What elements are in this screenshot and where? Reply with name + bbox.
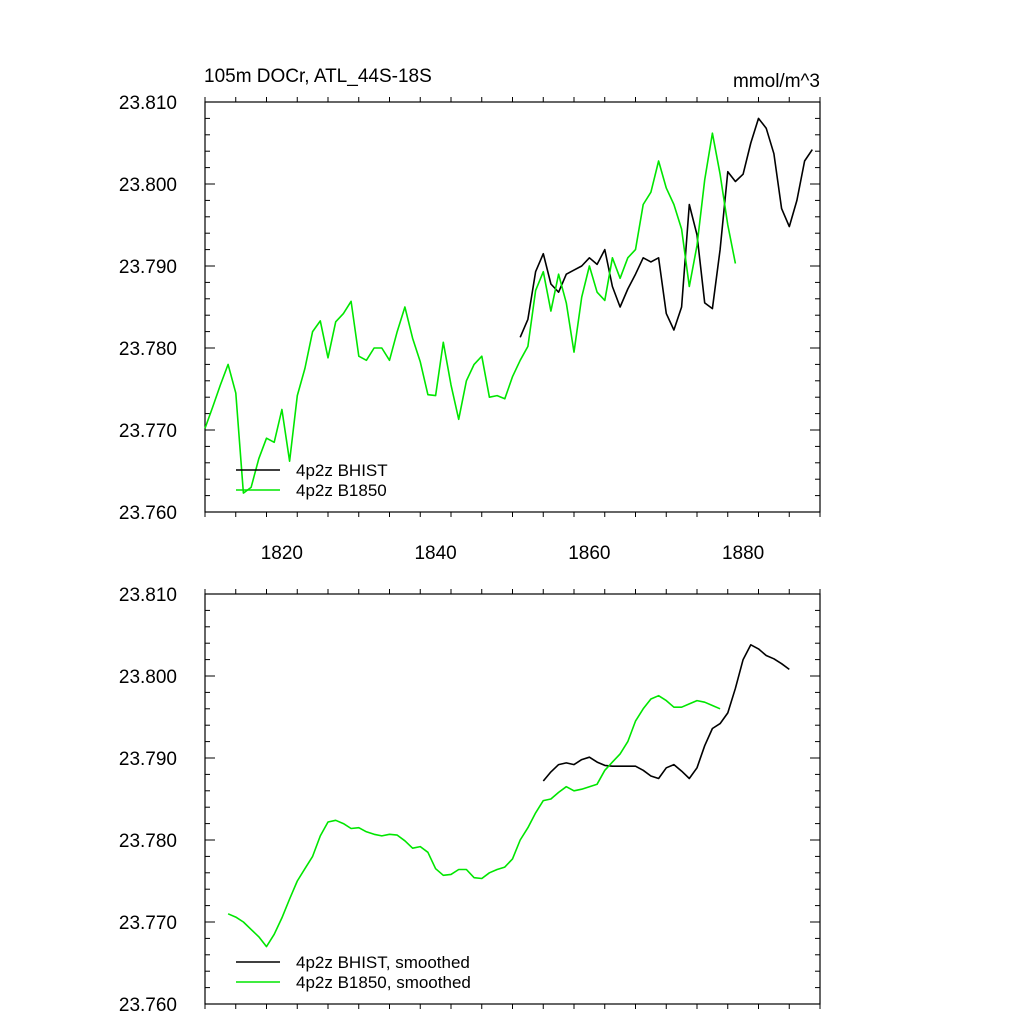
x-tick-label: 1860 [568, 543, 610, 564]
axis-ticks [204, 589, 821, 1009]
y-tick-label: 23.790 [119, 749, 177, 770]
legend-label: 4p2z B1850, smoothed [296, 973, 471, 992]
y-tick-label: 23.800 [119, 667, 177, 688]
legend-label: 4p2z BHIST [296, 461, 388, 480]
axis-ticks [204, 97, 821, 517]
legend-label: 4p2z BHIST, smoothed [296, 953, 470, 972]
top-plot: 23.760 23.770 23.780 23.790 23.800 23.810 1820… [119, 93, 821, 564]
bottom-plot: 23.760 23.770 23.780 23.790 23.800 23.810 4p2z… [119, 585, 821, 1016]
units-label: mmol/m^3 [733, 71, 820, 92]
y-tick-label: 23.760 [119, 995, 177, 1016]
y-tick-label: 23.800 [119, 175, 177, 196]
y-tick-label: 23.780 [119, 831, 177, 852]
y-tick-label: 23.790 [119, 257, 177, 278]
x-tick-label: 1880 [722, 543, 764, 564]
series-line-4p2z-bhist [519, 117, 813, 338]
legend-label: 4p2z B1850 [296, 481, 387, 500]
x-tick-label: 1840 [414, 543, 456, 564]
y-tick-label: 23.770 [119, 913, 177, 934]
y-tick-label: 23.760 [119, 503, 177, 524]
y-tick-label: 23.810 [119, 585, 177, 606]
chart-title: 105m DOCr, ATL_44S-18S [204, 66, 432, 87]
y-tick-label: 23.770 [119, 421, 177, 442]
y-tick-label: 23.780 [119, 339, 177, 360]
y-tick-label: 23.810 [119, 93, 177, 114]
plot-frame [204, 101, 821, 513]
plot-frame [204, 593, 821, 1005]
series-line-4p2z-bhist-smoothed [542, 643, 790, 782]
series-line-4p2z-b1850-smoothed [227, 694, 721, 948]
series-line-4p2z-b1850 [204, 132, 737, 494]
x-tick-label: 1820 [261, 543, 303, 564]
